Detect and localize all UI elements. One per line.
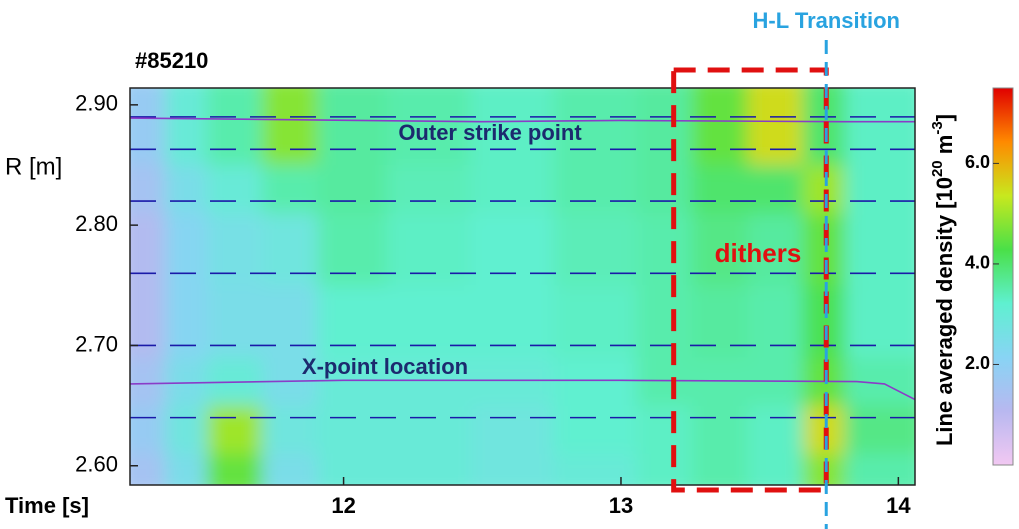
x-tick-label: 12 xyxy=(331,493,355,518)
annotation: dithers xyxy=(715,238,802,268)
x-tick-label: 13 xyxy=(609,493,633,518)
annotation: H-L Transition xyxy=(752,8,900,33)
annotation: Outer strike point xyxy=(398,120,582,145)
y-axis-label: R [m] xyxy=(5,153,62,180)
label-part: Line averaged density [10 xyxy=(932,177,957,446)
series-line xyxy=(130,117,915,123)
colorbar-tick-label: 2.0 xyxy=(965,353,990,373)
plot-frame xyxy=(129,87,916,486)
label-part: m xyxy=(932,135,957,161)
colorbar xyxy=(992,87,1014,466)
series-line xyxy=(130,379,915,401)
y-tick-label: 2.80 xyxy=(75,211,118,236)
x-tick-label: 14 xyxy=(886,493,911,518)
colorbar-tick-label: 4.0 xyxy=(965,253,990,273)
colorbar-label: Line averaged density [1020 m-3] xyxy=(929,114,957,446)
overlays xyxy=(130,116,915,419)
dithers-box xyxy=(671,67,829,493)
chart-title: #85210 xyxy=(135,48,208,73)
label-sup: -3 xyxy=(929,121,946,134)
annotation: X-point location xyxy=(302,354,468,379)
y-tick-label: 2.90 xyxy=(75,91,118,116)
heat-cell xyxy=(844,88,915,165)
y-tick-label: 2.70 xyxy=(75,331,118,356)
y-tick-label: 2.60 xyxy=(75,452,118,477)
x-axis-label: Time [s] xyxy=(5,493,89,518)
heatmap xyxy=(130,88,915,485)
label-sup: 20 xyxy=(929,160,946,177)
label-part: ] xyxy=(932,114,957,121)
colorbar-tick-label: 6.0 xyxy=(965,152,990,172)
